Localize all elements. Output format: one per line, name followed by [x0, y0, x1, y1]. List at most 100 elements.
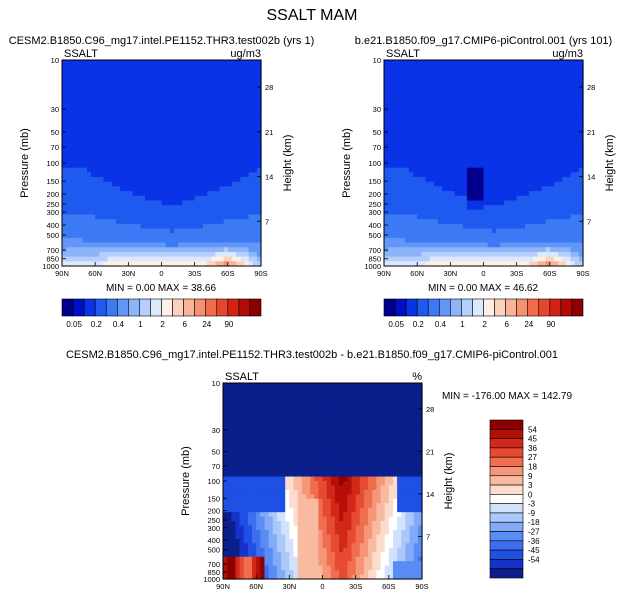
contour-cell — [169, 120, 175, 127]
contour-cell — [388, 200, 393, 206]
contour-cell — [74, 209, 80, 216]
contour-cell — [86, 191, 92, 197]
panel-test: CESM2.B1850.C96_mg17.intel.PE1152.THR3.t… — [9, 35, 315, 329]
contour-cell — [74, 228, 80, 234]
contour-cell — [466, 83, 472, 89]
contour-cell — [524, 139, 530, 145]
contour-cell — [413, 400, 419, 406]
contour-cell — [388, 186, 393, 192]
contour-cell — [244, 97, 250, 103]
contour-cell — [533, 88, 538, 94]
contour-cell — [446, 195, 451, 202]
contour-cell — [566, 148, 572, 155]
contour-cell — [111, 92, 117, 99]
contour-cell — [256, 139, 262, 145]
contour-cell — [239, 432, 245, 438]
contour-cell — [207, 64, 212, 70]
contour-cell — [120, 153, 125, 159]
contour-cell — [433, 167, 439, 173]
contour-cell — [533, 256, 538, 262]
contour-cell — [236, 116, 241, 122]
contour-cell — [132, 153, 138, 159]
contour-cell — [413, 414, 419, 420]
contour-cell — [86, 223, 92, 230]
contour-cell — [437, 181, 443, 188]
contour-cell — [562, 116, 568, 122]
contour-cell — [173, 102, 179, 108]
contour-cell — [330, 427, 336, 433]
contour-cell — [541, 125, 547, 131]
contour-cell — [454, 233, 460, 239]
contour-cell — [553, 158, 559, 164]
contour-cell — [429, 261, 435, 267]
contour-cell — [388, 233, 393, 239]
contour-cell — [236, 200, 241, 206]
contour-cell — [487, 144, 493, 150]
contour-cell — [425, 172, 431, 178]
contour-cell — [558, 195, 563, 202]
contour-cell — [392, 177, 398, 183]
contour-cell — [541, 228, 547, 234]
contour-cell — [475, 111, 480, 117]
contour-cell — [462, 251, 468, 258]
contour-cell — [454, 242, 460, 248]
contour-cell — [520, 233, 526, 239]
contour-cell — [384, 60, 389, 66]
contour-cell — [537, 78, 543, 85]
contour-cell — [107, 237, 113, 244]
contour-cell — [248, 214, 254, 220]
contour-cell — [483, 256, 489, 262]
contour-cell — [413, 144, 418, 150]
contour-cell — [566, 139, 572, 145]
contour-cell — [153, 237, 158, 244]
contour-cell — [157, 158, 163, 164]
contour-cell — [194, 106, 200, 113]
contour-cell — [190, 209, 196, 216]
contour-cell — [491, 78, 497, 85]
contour-cell — [140, 251, 146, 258]
contour-cell — [74, 69, 80, 75]
y-tick-label: 100 — [46, 159, 59, 168]
contour-cell — [417, 242, 422, 248]
contour-cell — [236, 242, 241, 248]
contour-cell — [219, 148, 225, 155]
contour-cell — [404, 200, 410, 206]
contour-cell — [293, 432, 299, 438]
contour-cell — [153, 251, 158, 258]
contour-cell — [74, 139, 80, 145]
contour-cell — [471, 116, 476, 122]
contour-cell — [500, 177, 505, 183]
contour-cell — [107, 88, 113, 94]
contour-cell — [442, 223, 447, 230]
contour-cell — [103, 186, 109, 192]
contour-cell — [136, 64, 142, 70]
contour-cell — [161, 64, 167, 70]
contour-cell — [103, 111, 109, 117]
contour-cell — [82, 111, 88, 117]
contour-cell — [301, 409, 307, 415]
contour-cell — [178, 111, 183, 117]
y-tick-label: 300 — [46, 208, 59, 217]
contour-cell — [524, 102, 530, 108]
contour-cell — [78, 228, 84, 234]
contour-cell — [186, 83, 192, 89]
contour-cell — [574, 214, 580, 220]
contour-cell — [211, 64, 216, 70]
contour-cell — [504, 130, 509, 136]
contour-cell — [132, 74, 138, 80]
contour-cell — [454, 209, 460, 216]
contour-cell — [140, 102, 146, 108]
contour-cell — [136, 209, 142, 216]
contour-cell — [330, 432, 336, 438]
contour-cell — [533, 69, 538, 75]
x-tick-label: 90S — [254, 269, 267, 278]
contour-cell — [458, 106, 464, 113]
contour-cell — [198, 153, 204, 159]
contour-cell — [236, 60, 241, 66]
contour-cell — [475, 247, 480, 253]
contour-cell — [388, 432, 394, 438]
contour-cell — [240, 233, 246, 239]
contour-cell — [392, 106, 398, 113]
contour-cell — [529, 120, 534, 127]
